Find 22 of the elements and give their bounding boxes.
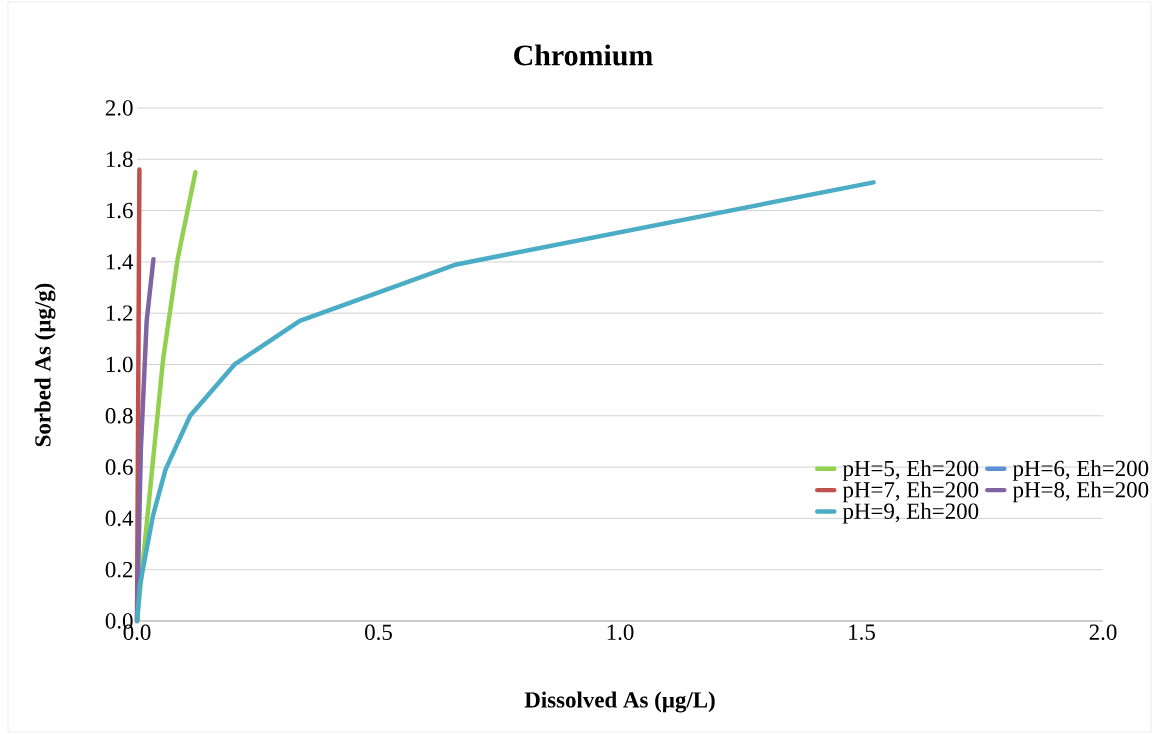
x-tick-label: 2.0 bbox=[1089, 624, 1117, 641]
y-tick-label: 1.6 bbox=[106, 202, 133, 219]
x-tick-label: 1.0 bbox=[607, 624, 634, 641]
legend-label: pH=8, Eh=200 bbox=[1012, 481, 1149, 503]
legend-label: pH=9, Eh=200 bbox=[842, 502, 979, 524]
x-tick-label: 1.5 bbox=[849, 624, 875, 640]
y-tick-label: 0.6 bbox=[105, 459, 133, 475]
y-tick-label: 0.4 bbox=[105, 510, 134, 527]
y-tick-label: 1.2 bbox=[106, 305, 133, 321]
y-tick-label: 1.8 bbox=[106, 151, 133, 168]
y-tick-label: 1.4 bbox=[106, 254, 134, 270]
y-tick-label: 0.2 bbox=[105, 561, 133, 578]
chart-title: Chromium bbox=[514, 44, 653, 66]
y-tick-label: 1.0 bbox=[106, 356, 133, 373]
y-axis-title: Sorbed As (µg/g) bbox=[34, 283, 56, 447]
x-tick-label: 0.5 bbox=[365, 624, 392, 641]
legend-label: pH=5, Eh=200 bbox=[842, 460, 979, 481]
legend-label: pH=6, Eh=200 bbox=[1012, 460, 1149, 481]
x-axis-title: Dissolved As (µg/L) bbox=[524, 691, 715, 713]
y-tick-label: 0.8 bbox=[105, 407, 133, 424]
y-tick-label: 2.0 bbox=[105, 100, 133, 116]
legend-label: pH=7, Eh=200 bbox=[842, 481, 979, 503]
